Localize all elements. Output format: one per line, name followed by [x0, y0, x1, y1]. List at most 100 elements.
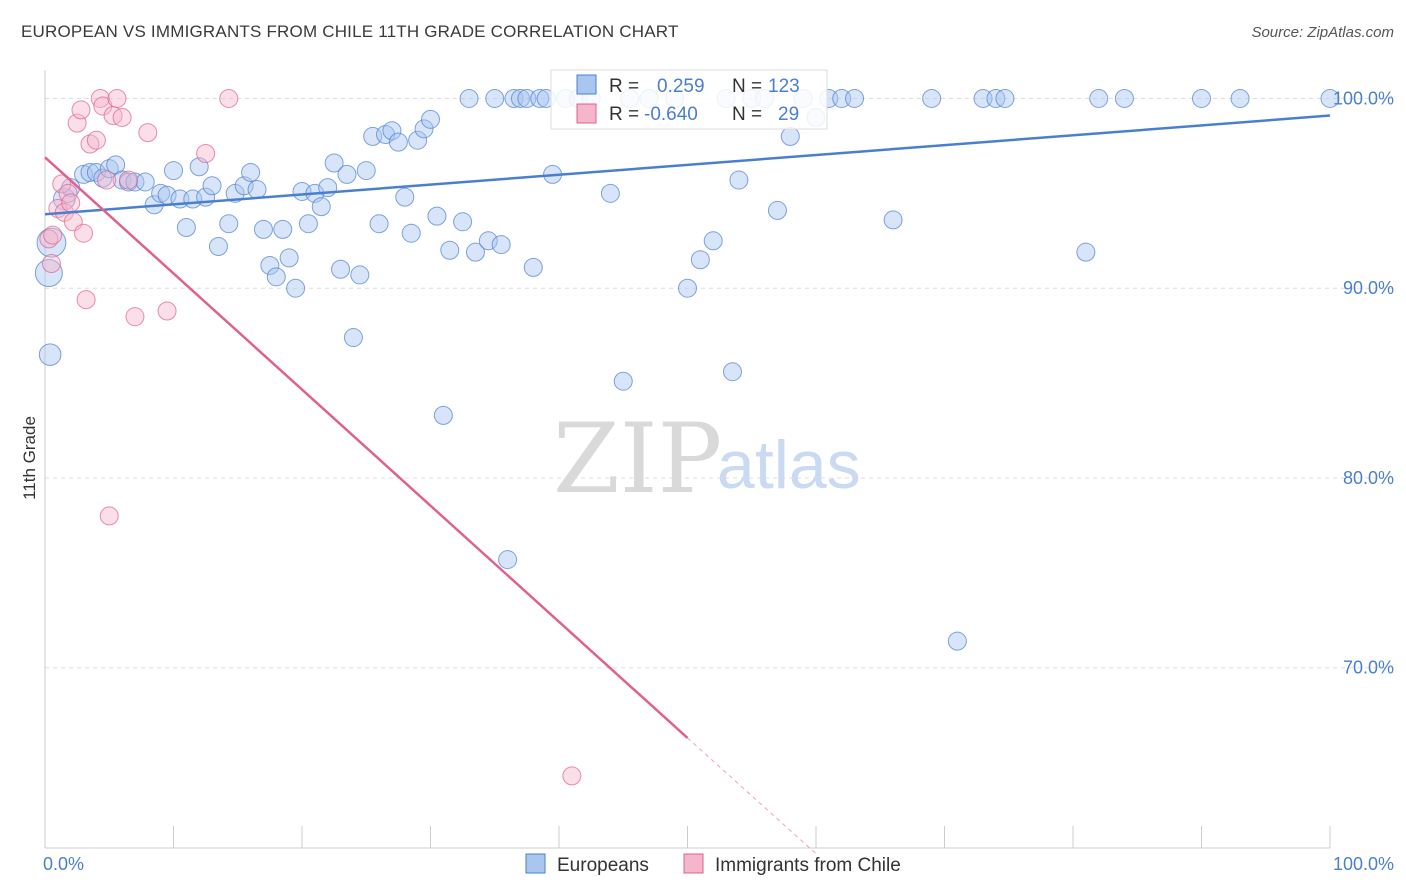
point-chile	[86, 130, 106, 150]
stats-europeans-r-label: R =	[609, 76, 639, 97]
stats-chile-swatch	[576, 103, 597, 124]
point-europeans	[369, 214, 389, 234]
point-europeans	[219, 214, 239, 234]
point-chile	[97, 170, 117, 190]
trend-lines	[44, 114, 1331, 855]
point-europeans	[427, 206, 447, 226]
point-europeans	[395, 187, 415, 207]
point-europeans	[523, 257, 543, 277]
legend-europeans-label: Europeans	[557, 855, 649, 876]
point-europeans	[388, 132, 408, 152]
trend-line-chile-extension	[687, 737, 817, 855]
legend: Europeans Immigrants from Chile	[525, 853, 901, 876]
point-europeans	[922, 88, 942, 108]
y-tick-labels: 100.0% 90.0% 80.0% 70.0%	[1333, 88, 1394, 677]
y-tick-label: 90.0%	[1343, 278, 1394, 298]
point-europeans	[337, 164, 357, 184]
point-europeans	[36, 227, 67, 258]
point-europeans	[1192, 88, 1211, 108]
point-europeans	[498, 550, 518, 570]
series-chile-points	[39, 88, 582, 786]
point-chile	[157, 301, 177, 321]
point-europeans	[99, 159, 119, 179]
point-chile	[107, 88, 127, 108]
point-europeans	[125, 172, 145, 192]
point-europeans	[253, 219, 273, 239]
point-chile	[43, 225, 63, 245]
chart-title: EUROPEAN VS IMMIGRANTS FROM CHILE 11TH G…	[21, 22, 679, 41]
x-tick-label-start: 0.0%	[43, 854, 84, 874]
point-europeans	[202, 176, 222, 196]
point-europeans	[678, 278, 697, 298]
point-europeans	[260, 255, 280, 275]
x-tick-labels: 0.0% 100.0%	[43, 854, 1394, 874]
point-europeans	[286, 278, 306, 298]
point-europeans	[408, 130, 428, 150]
point-europeans	[38, 343, 62, 366]
point-chile	[90, 88, 110, 108]
axes	[44, 70, 1331, 849]
point-europeans	[273, 219, 293, 239]
watermark-zip-text: ZIP	[553, 403, 722, 515]
stats-europeans-r-value: 0.259	[657, 76, 705, 97]
point-europeans	[510, 88, 530, 108]
point-chile	[119, 170, 139, 190]
point-europeans	[690, 250, 710, 270]
point-europeans	[478, 231, 498, 251]
point-europeans	[382, 121, 402, 141]
stats-chile-r-label: R =	[609, 104, 639, 125]
point-chile	[219, 88, 239, 108]
point-europeans	[266, 267, 286, 287]
watermark: ZIP atlas	[553, 403, 861, 515]
point-chile	[61, 193, 81, 213]
point-europeans	[722, 362, 742, 382]
y-tick-label: 80.0%	[1343, 468, 1394, 488]
point-europeans	[995, 88, 1015, 108]
point-europeans	[343, 328, 363, 348]
legend-chile-label: Immigrants from Chile	[715, 855, 901, 876]
point-europeans	[600, 183, 620, 203]
point-chile	[80, 134, 100, 154]
point-chile	[39, 229, 59, 249]
point-europeans	[1320, 88, 1340, 108]
point-chile	[76, 290, 96, 310]
point-europeans	[703, 231, 723, 251]
stats-box: R = 0.259 N = 123 R = -0.640 N = 29	[550, 69, 828, 130]
point-europeans	[491, 235, 511, 255]
point-europeans	[34, 259, 63, 288]
point-europeans	[151, 183, 171, 203]
point-chile	[52, 174, 72, 194]
point-europeans	[80, 162, 100, 182]
y-tick-label: 100.0%	[1333, 88, 1394, 108]
point-europeans	[485, 88, 505, 108]
point-chile	[196, 143, 216, 163]
point-europeans	[1076, 242, 1096, 262]
point-europeans	[729, 170, 749, 190]
point-europeans	[331, 259, 351, 279]
point-europeans	[613, 371, 633, 391]
point-europeans	[780, 126, 800, 146]
stats-europeans-swatch	[576, 74, 597, 95]
point-europeans	[401, 223, 421, 243]
y-tick-label: 70.0%	[1343, 658, 1394, 678]
point-chile	[112, 107, 132, 127]
source-label: Source: ZipAtlas.com	[1251, 24, 1394, 41]
point-europeans	[135, 172, 155, 192]
point-chile	[125, 307, 145, 327]
stats-box-frame	[550, 69, 828, 130]
point-europeans	[350, 265, 370, 285]
point-europeans	[453, 212, 473, 232]
point-europeans	[767, 200, 787, 220]
trend-line-chile	[44, 156, 689, 739]
point-europeans	[883, 210, 903, 230]
point-europeans	[530, 88, 550, 108]
series-europeans-points	[34, 88, 1340, 651]
point-europeans	[298, 214, 318, 234]
point-europeans	[1230, 88, 1250, 108]
point-europeans	[324, 153, 344, 173]
point-europeans	[208, 236, 228, 256]
trend-line-europeans	[44, 114, 1331, 216]
point-europeans	[1114, 88, 1134, 108]
point-chile	[138, 123, 158, 143]
